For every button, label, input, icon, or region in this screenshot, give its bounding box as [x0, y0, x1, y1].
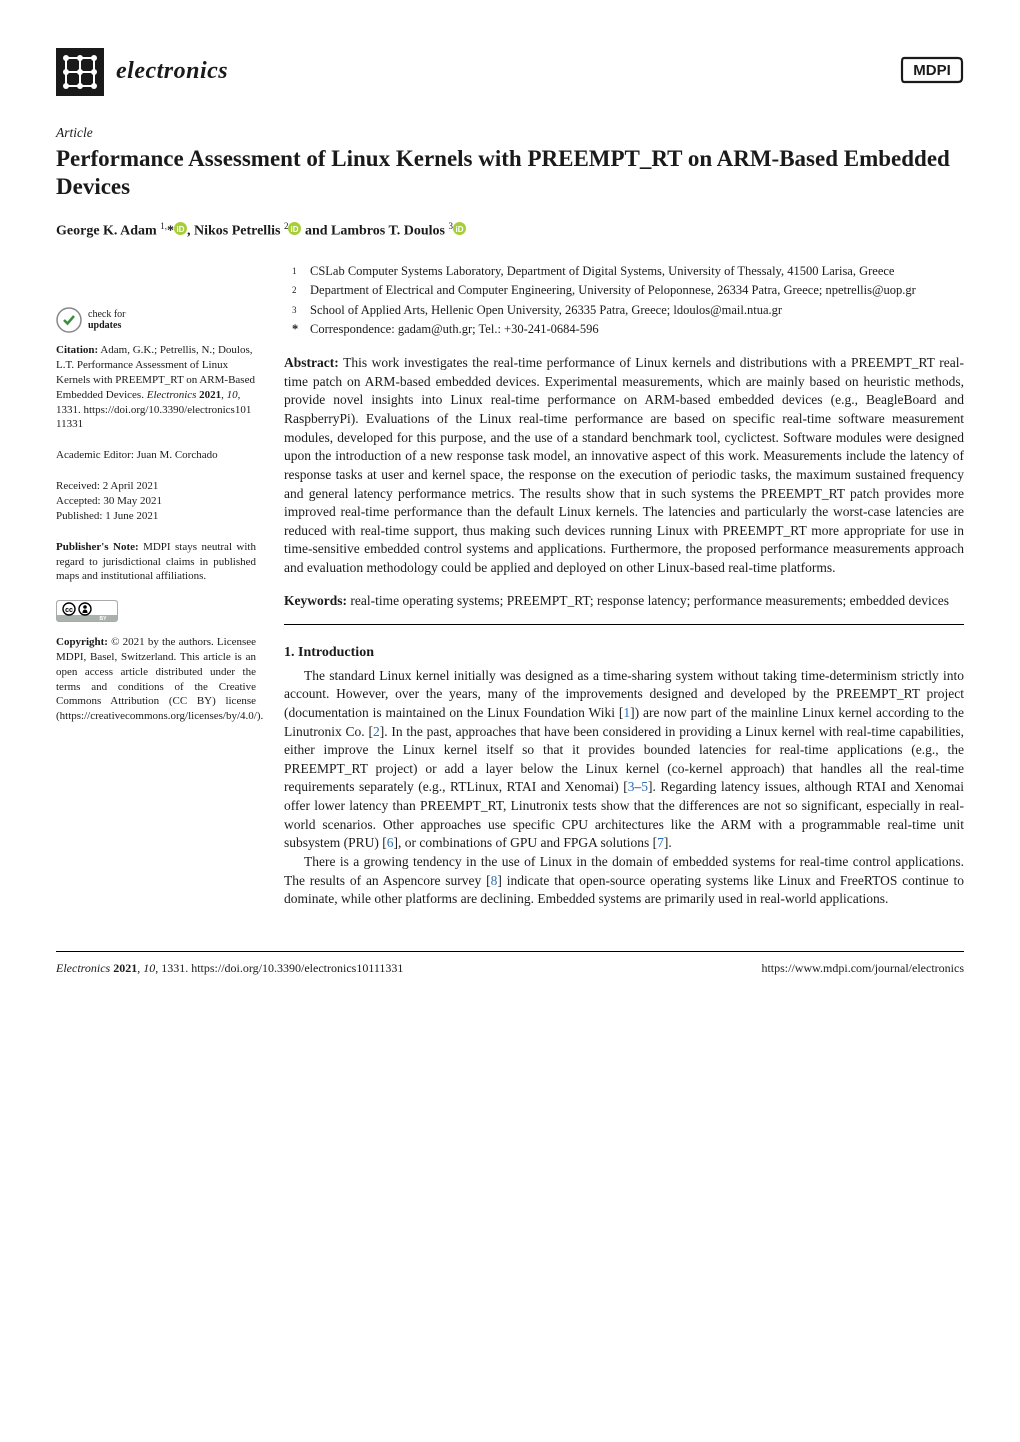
crossmark-l1: check for — [88, 309, 125, 320]
keywords-label: Keywords: — [284, 593, 347, 608]
journal-name: electronics — [116, 55, 228, 88]
affiliation-row: 1 CSLab Computer Systems Laboratory, Dep… — [292, 263, 964, 280]
publishers-note: Publisher's Note: MDPI stays neutral wit… — [56, 540, 256, 585]
affiliation-text: CSLab Computer Systems Laboratory, Depar… — [310, 263, 895, 280]
affiliations: 1 CSLab Computer Systems Laboratory, Dep… — [292, 263, 964, 338]
date-published: Published: 1 June 2021 — [56, 509, 256, 524]
correspondence-text: Correspondence: gadam@uth.gr; Tel.: +30-… — [310, 321, 599, 338]
orcid-icon[interactable]: iD — [453, 222, 466, 241]
affiliation-row: 3 School of Applied Arts, Hellenic Open … — [292, 302, 964, 319]
citation-label: Citation: — [56, 344, 98, 356]
citation-ref[interactable]: 8 — [491, 873, 498, 888]
abstract-text: This work investigates the real-time per… — [284, 355, 964, 575]
footer-doi[interactable]: https://doi.org/10.3390/electronics10111… — [191, 961, 403, 975]
abstract-label: Abstract: — [284, 355, 339, 370]
svg-text:iD: iD — [176, 225, 184, 234]
svg-text:cc: cc — [65, 607, 73, 614]
citation-ref[interactable]: 3 — [628, 779, 635, 794]
footer-right[interactable]: https://www.mdpi.com/journal/electronics — [761, 960, 964, 977]
crossmark-l2: updates — [88, 320, 125, 331]
main-column: 1 CSLab Computer Systems Laboratory, Dep… — [284, 263, 964, 909]
citation-block: Citation: Adam, G.K.; Petrellis, N.; Dou… — [56, 343, 256, 432]
crossmark-badge[interactable]: check for updates — [56, 307, 256, 333]
affiliation-num: 2 — [292, 282, 302, 299]
crossmark-label: check for updates — [88, 309, 125, 331]
keywords-text: real-time operating systems; PREEMPT_RT;… — [350, 593, 949, 608]
pubnote-label: Publisher's Note: — [56, 541, 139, 553]
section-title: 1. Introduction — [284, 643, 964, 662]
affiliation-row: * Correspondence: gadam@uth.gr; Tel.: +3… — [292, 321, 964, 338]
citation-ref[interactable]: 7 — [657, 835, 664, 850]
citation-doi[interactable]: https://doi.org/10.3390/electronics10111… — [56, 404, 251, 431]
copyright-label: Copyright: — [56, 636, 108, 648]
crossmark-icon — [56, 307, 82, 333]
journal-logo-icon — [56, 48, 104, 96]
orcid-icon[interactable]: iD — [174, 222, 187, 241]
authors-line: George K. Adam 1,*iD, Nikos Petrellis 2i… — [56, 220, 964, 241]
affiliation-text: Department of Electrical and Computer En… — [310, 282, 916, 299]
svg-text:BY: BY — [100, 616, 108, 622]
page-header: electronics MDPI — [56, 48, 964, 96]
sidebar: check for updates Citation: Adam, G.K.; … — [56, 263, 256, 909]
affiliation-row: 2 Department of Electrical and Computer … — [292, 282, 964, 299]
svg-text:iD: iD — [456, 225, 464, 234]
citation-ref[interactable]: 1 — [623, 705, 630, 720]
intro-paragraph: There is a growing tendency in the use o… — [284, 853, 964, 909]
citation-ref[interactable]: 5 — [641, 779, 648, 794]
copyright-text: © 2021 by the authors. Licensee MDPI, Ba… — [56, 636, 263, 722]
keywords: Keywords: real-time operating systems; P… — [284, 592, 964, 611]
page-footer: Electronics 2021, 10, 1331. https://doi.… — [56, 951, 964, 977]
affiliation-num: 3 — [292, 302, 302, 319]
intro-paragraph: The standard Linux kernel initially was … — [284, 667, 964, 853]
citation-ref[interactable]: 2 — [373, 724, 380, 739]
abstract: Abstract: This work investigates the rea… — [284, 354, 964, 578]
article-type: Article — [56, 124, 964, 143]
editor-block: Academic Editor: Juan M. Corchado — [56, 448, 256, 463]
correspondence-mark: * — [292, 321, 302, 338]
affiliation-text: School of Applied Arts, Hellenic Open Un… — [310, 302, 782, 319]
footer-left: Electronics 2021, 10, 1331. https://doi.… — [56, 960, 403, 977]
citation-ref[interactable]: 6 — [387, 835, 394, 850]
dates-block: Received: 2 April 2021 Accepted: 30 May … — [56, 479, 256, 524]
journal-branding: electronics — [56, 48, 228, 96]
copyright-block: Copyright: © 2021 by the authors. Licens… — [56, 635, 256, 724]
citation-journal: Electronics — [147, 389, 197, 401]
svg-text:iD: iD — [291, 225, 299, 234]
affiliation-num: 1 — [292, 263, 302, 280]
section-divider — [284, 624, 964, 625]
svg-text:MDPI: MDPI — [913, 62, 951, 79]
article-title: Performance Assessment of Linux Kernels … — [56, 145, 964, 203]
publisher-logo-icon: MDPI — [900, 48, 964, 94]
date-received: Received: 2 April 2021 — [56, 479, 256, 494]
orcid-icon[interactable]: iD — [288, 222, 301, 241]
date-accepted: Accepted: 30 May 2021 — [56, 494, 256, 509]
cc-by-badge[interactable]: cc BY — [56, 600, 256, 627]
